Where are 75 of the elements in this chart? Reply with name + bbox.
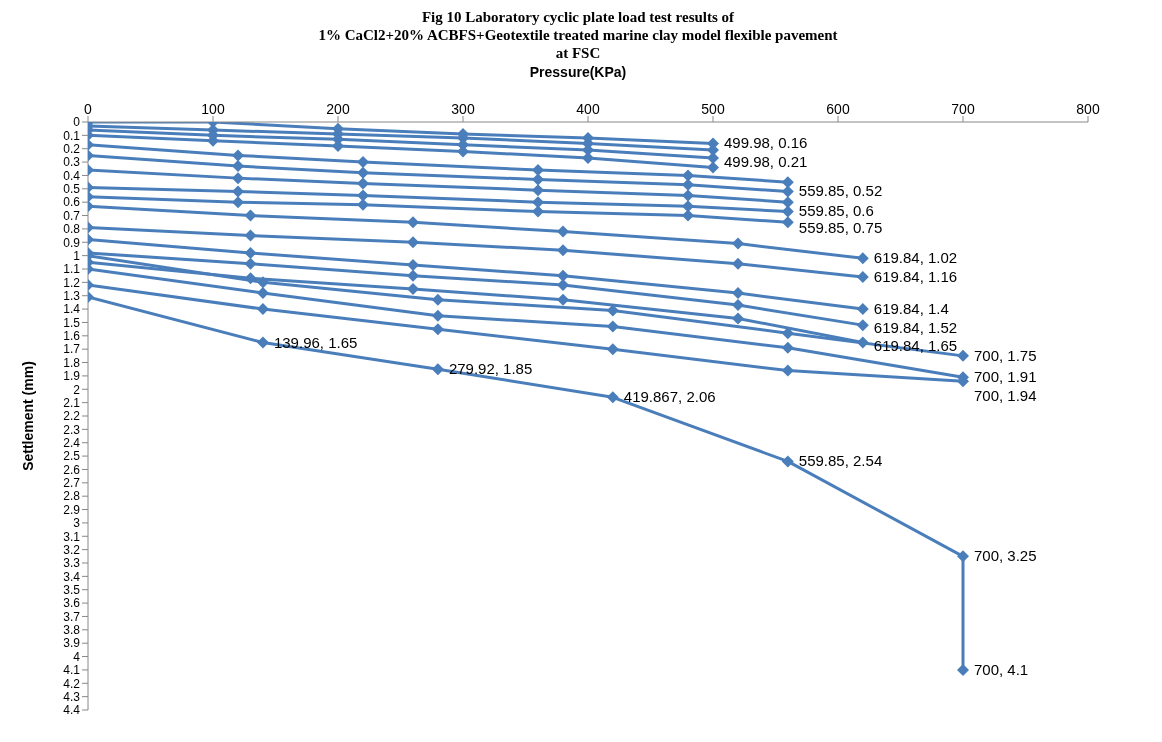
y-tick-label: 3.4 [63, 569, 81, 584]
y-tick-label: 2.7 [63, 476, 81, 491]
annotation: 419.867, 2.06 [623, 388, 716, 406]
annotation: 700, 4.1 [974, 660, 1029, 678]
y-tick-label: 1.8 [63, 355, 81, 370]
y-tick-label: 1.5 [63, 315, 81, 330]
annotation: 499.98, 0.21 [723, 153, 808, 171]
x-tick-label: 600 [826, 101, 850, 117]
chart-title: Fig 10 Laboratory cyclic plate load test results of 1% CaCl2+20% ACBFS+Geotextile treated marine clay model flexible pavement at FSC [317, 8, 839, 62]
y-tick-label: 1.3 [63, 288, 81, 303]
x-tick-label: 400 [576, 101, 600, 117]
y-tick-label: 3.5 [63, 582, 81, 597]
y-tick-label: 4.3 [63, 689, 81, 704]
y-tick-label: 3.8 [63, 623, 81, 638]
y-tick-label: 3.3 [63, 556, 81, 571]
annotation: 279.92, 1.85 [448, 360, 533, 378]
y-tick-label: 4.1 [63, 663, 81, 678]
y-tick-label: 2 [73, 382, 81, 397]
y-tick-label: 2.1 [63, 395, 81, 410]
y-tick-label: 1.9 [63, 369, 81, 384]
y-tick-label: 3.1 [63, 529, 81, 544]
y-tick-label: 0.6 [63, 195, 81, 210]
y-tick-label: 0.2 [63, 141, 81, 156]
y-tick-label: 1.2 [63, 275, 81, 290]
annotation: 559.85, 0.75 [798, 219, 883, 237]
y-tick-label: 4 [73, 649, 81, 664]
x-tick-label: 0 [84, 101, 93, 117]
x-tick-label: 200 [326, 101, 350, 117]
y-tick-label: 3.9 [63, 636, 81, 651]
y-tick-label: 3.6 [63, 596, 81, 611]
x-axis-title: Pressure(KPa) [528, 64, 628, 80]
y-tick-label: 1.7 [63, 342, 81, 357]
y-tick-label: 2.6 [63, 462, 81, 477]
x-tick-label: 500 [701, 101, 725, 117]
y-tick-label: 2.3 [63, 422, 81, 437]
y-tick-label: 2.5 [63, 449, 81, 464]
y-tick-label: 2.9 [63, 502, 81, 517]
annotation: 619.84, 1.16 [873, 268, 958, 286]
y-tick-label: 4.4 [63, 703, 81, 718]
annotation: 619.84, 1.52 [873, 319, 958, 337]
y-tick-label: 2.4 [63, 435, 81, 450]
y-tick-label: 1.4 [63, 302, 81, 317]
annotation: 559.85, 0.6 [798, 202, 874, 220]
annotation: 700, 1.91 [974, 368, 1037, 386]
y-tick-label: 3 [73, 516, 81, 531]
y-tick-label: 0.8 [63, 222, 81, 237]
y-tick-label: 3.7 [63, 609, 81, 624]
y-tick-label: 0.5 [63, 182, 81, 197]
annotation: 139.96, 1.65 [273, 333, 358, 351]
annotation: 499.98, 0.16 [723, 134, 808, 152]
y-tick-label: 1.1 [63, 262, 81, 277]
y-tick-label: 2.2 [63, 409, 81, 424]
y-tick-label: 0.7 [63, 208, 81, 223]
y-tick-label: 0.3 [63, 155, 81, 170]
y-tick-label: 4.2 [63, 676, 81, 691]
annotation: 619.84, 1.4 [873, 300, 949, 318]
y-tick-label: 2.8 [63, 489, 81, 504]
annotation: 700, 1.94 [974, 387, 1037, 405]
annotation: 700, 3.25 [974, 547, 1037, 565]
y-tick-label: 1 [73, 248, 81, 263]
annotation: 559.85, 2.54 [798, 452, 883, 470]
y-tick-label: 0.1 [63, 128, 81, 143]
x-tick-label: 700 [951, 101, 975, 117]
y-tick-label: 0.9 [63, 235, 81, 250]
y-tick-label: 0 [73, 115, 81, 130]
x-tick-label: 800 [1076, 101, 1100, 117]
x-tick-label: 100 [201, 101, 225, 117]
annotation: 559.85, 0.52 [798, 182, 883, 200]
y-axis-title: Settlement (mm) [19, 361, 36, 471]
annotation: 700, 1.75 [974, 346, 1037, 364]
annotation: 619.84, 1.02 [873, 249, 958, 267]
y-tick-label: 3.2 [63, 542, 81, 557]
y-tick-label: 1.6 [63, 329, 81, 344]
x-tick-label: 300 [451, 101, 475, 117]
y-tick-label: 0.4 [63, 168, 81, 183]
